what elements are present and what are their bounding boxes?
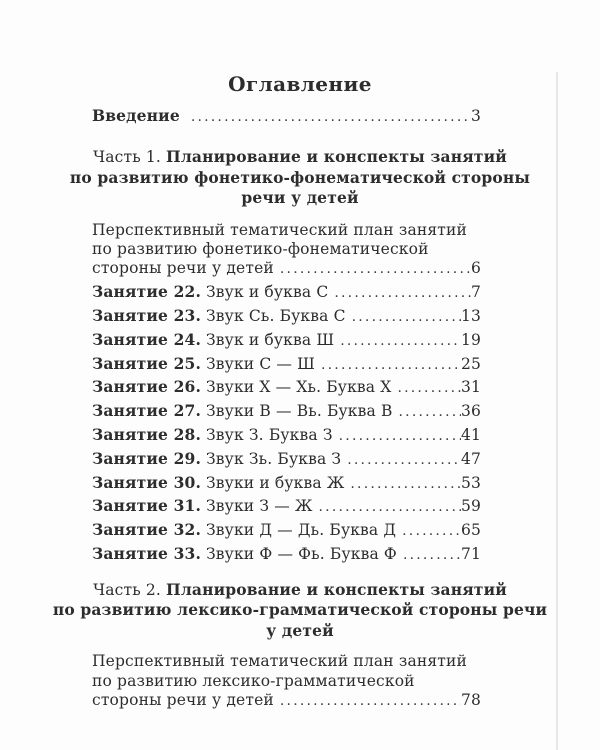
entry-label-line: по развитию лексико-грамматической <box>92 671 415 690</box>
entry-number-label: Занятие 22. <box>92 282 201 302</box>
entry-label-line: Перспективный тематический план занятий <box>92 652 467 671</box>
dot-leader <box>341 450 461 470</box>
entry-page-number: 71 <box>460 544 481 563</box>
entry-page-number: 65 <box>460 521 481 540</box>
entry-title: Звуки Ф — Фь. Буква Ф <box>206 544 397 563</box>
toc-entry: Занятие 30. Звуки и буква Ж 53 <box>92 473 481 494</box>
entry-page-number: 25 <box>460 354 481 373</box>
entry-page-number: 31 <box>460 378 481 397</box>
dot-leader <box>328 283 471 303</box>
toc-entry: Занятие 28. Звук З. Буква З 41 <box>92 425 481 446</box>
entry-page-number: 19 <box>460 330 481 349</box>
toc-entry: Занятие 31. Звуки З — Ж 59 <box>92 496 481 517</box>
entry-title: Звуки В — Вь. Буква В <box>206 402 393 421</box>
toc-entry: Занятие 24. Звук и буква Ш 19 <box>92 330 481 351</box>
part1-heading: Часть 1. Планирование и конспекты заняти… <box>0 147 600 209</box>
toc-entry: Занятие 27. Звуки В — Вь. Буква В 36 <box>92 401 481 422</box>
part1-heading-line1: Часть 1. Планирование и конспекты заняти… <box>40 147 560 168</box>
entry-title: Звук Сь. Буква С <box>206 306 346 325</box>
part2-heading-prefix: Часть 2. <box>93 580 161 599</box>
entry-page-number: 36 <box>460 402 481 421</box>
entry-number-label: Занятие 24. <box>92 329 201 349</box>
dot-leader <box>185 106 471 127</box>
dot-leader <box>313 497 461 517</box>
entry-page-number: 47 <box>460 449 481 468</box>
entry-number-label: Занятие 30. <box>92 472 201 492</box>
part2-heading-line3: у детей <box>266 620 334 640</box>
part1-heading-line3: речи у детей <box>241 188 359 207</box>
entry-label: Введение <box>92 106 180 125</box>
entry-label-line: по развитию фонетико-фонематической <box>92 239 429 258</box>
toc-entry: Перспективный тематический план занятий п… <box>92 221 481 280</box>
dot-leader <box>334 331 461 351</box>
scan-edge-line <box>556 72 558 750</box>
entry-title: Звуки и буква Ж <box>206 473 345 492</box>
dot-leader <box>344 474 461 494</box>
toc-entry: Занятие 25. Звуки С — Ш 25 <box>92 354 481 375</box>
entry-number-label: Занятие 31. <box>92 496 201 516</box>
toc-entry-introduction: Введение 3 <box>92 106 481 127</box>
part2-heading-line2: по развитию лексико-грамматической сторо… <box>52 600 548 620</box>
book-page: Оглавление Введение 3 Часть 1. Планирова… <box>0 72 600 750</box>
entry-number-label: Занятие 33. <box>92 543 201 563</box>
toc-entry: Перспективный тематический план занятий п… <box>92 652 481 711</box>
toc-entry: Занятие 32. Звуки Д — Дь. Буква Д 65 <box>92 520 481 541</box>
entry-page-number: 3 <box>470 107 481 125</box>
entry-label-line: Перспективный тематический план занятий <box>92 220 467 239</box>
toc-entry: Занятие 26. Звуки Х — Хь. Буква Х 31 <box>92 377 481 398</box>
entry-number-label: Занятие 26. <box>92 377 201 397</box>
entry-number-label: Занятие 28. <box>92 424 201 444</box>
entry-page-number: 13 <box>460 306 481 325</box>
entry-page-number: 6 <box>470 259 481 278</box>
entry-title: Звуки Х — Хь. Буква Х <box>206 378 392 397</box>
page-title: Оглавление <box>228 72 372 96</box>
entry-title: Звук Зь. Буква З <box>206 449 342 468</box>
entry-page-number: 59 <box>460 497 481 516</box>
entry-title: Звуки З — Ж <box>206 497 313 516</box>
dot-leader <box>333 426 461 446</box>
dot-leader <box>315 355 461 375</box>
dot-leader <box>393 402 461 422</box>
dot-leader <box>274 259 471 279</box>
toc-entry: Занятие 22. Звук и буква С 7 <box>92 282 481 303</box>
part2-heading: Часть 2. Планирование и конспекты заняти… <box>0 580 600 642</box>
entry-title: Звуки С — Ш <box>206 354 315 373</box>
toc-entry: Занятие 23. Звук Сь. Буква С 13 <box>92 306 481 327</box>
part1-entries-list: Перспективный тематический план занятий п… <box>92 221 481 565</box>
part2-heading-title: Планирование и конспекты занятий <box>166 579 507 599</box>
entry-title: Звуки Д — Дь. Буква Д <box>206 521 397 540</box>
entry-page-number: 78 <box>460 691 481 710</box>
dot-leader <box>346 307 461 327</box>
part1-heading-line2: по развитию фонетико-фонематической стор… <box>69 167 531 187</box>
toc-column: Введение 3 <box>92 106 481 127</box>
part2-entries-list: Перспективный тематический план занятий п… <box>92 652 481 711</box>
entry-number-label: Занятие 29. <box>92 448 201 468</box>
entry-label: стороны речи у детей <box>92 691 274 710</box>
dot-leader <box>396 521 461 541</box>
toc-entry: Занятие 29. Звук Зь. Буква З 47 <box>92 449 481 470</box>
entry-title: Звук З. Буква З <box>206 425 333 444</box>
entry-number-label: Занятие 32. <box>92 520 201 540</box>
entry-page-number: 53 <box>460 473 481 492</box>
entry-number-label: Занятие 25. <box>92 353 201 373</box>
entry-last-line: стороны речи у детей 6 <box>92 259 481 279</box>
entry-number-label: Занятие 23. <box>92 305 201 325</box>
entry-page-number: 7 <box>470 283 481 302</box>
part1-heading-title: Планирование и конспекты занятий <box>166 147 507 166</box>
entry-number-label: Занятие 27. <box>92 401 201 421</box>
entry-last-line: стороны речи у детей 78 <box>92 691 481 711</box>
entry-page-number: 41 <box>460 425 481 444</box>
entry-title: Звук и буква С <box>206 283 329 302</box>
entry-label: стороны речи у детей <box>92 259 274 278</box>
toc-entry: Занятие 33. Звуки Ф — Фь. Буква Ф 71 <box>92 544 481 565</box>
part2-heading-line1: Часть 2. Планирование и конспекты заняти… <box>40 580 560 601</box>
dot-leader <box>274 691 461 711</box>
dot-leader <box>391 378 461 398</box>
part1-heading-prefix: Часть 1. <box>93 148 161 166</box>
entry-title: Звук и буква Ш <box>206 330 335 349</box>
dot-leader <box>397 545 461 565</box>
